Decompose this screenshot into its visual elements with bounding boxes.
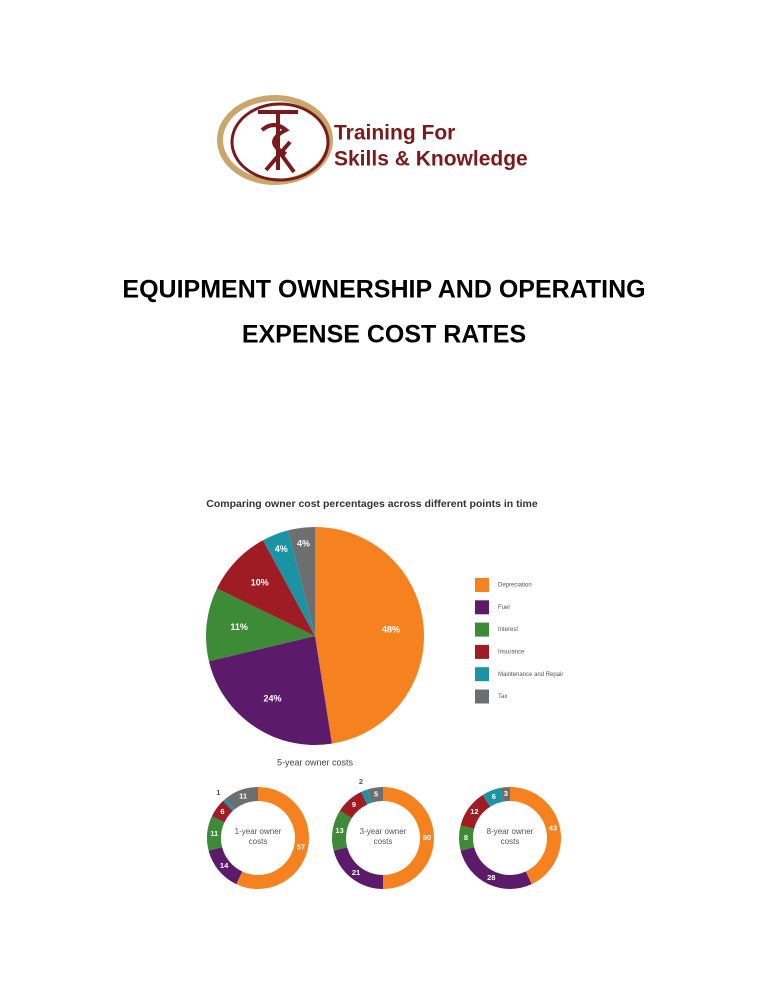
pie-slice (205, 588, 315, 662)
data-label: 4% (275, 544, 288, 554)
legend-label: Fuel (498, 605, 510, 611)
data-label: 57 (297, 843, 305, 852)
center-label: 1-year owner costs (234, 827, 282, 846)
center-label-box: 8-year owner costs (486, 827, 534, 846)
data-label: 11% (230, 622, 248, 632)
legend-label: Depreciation (498, 583, 532, 589)
data-label: 13 (335, 826, 343, 835)
data-label: 43 (549, 823, 557, 832)
data-label: 12 (470, 807, 478, 816)
pie-slice (315, 527, 425, 744)
donut-slice (332, 810, 352, 851)
donut-slice (339, 791, 368, 819)
donut-slice (361, 789, 372, 805)
data-label: 24% (263, 694, 281, 704)
donut-slice (482, 787, 504, 807)
chart-title: Comparing owner cost percentages across … (206, 498, 538, 510)
chart-caption: 5-year owner costs (277, 757, 354, 767)
legend-swatch (475, 622, 489, 637)
legend-swatch (475, 600, 489, 615)
donut-slice (500, 787, 510, 802)
legend-label: Insurance (498, 649, 525, 655)
legend-swatch (475, 667, 489, 682)
data-label: 8 (464, 833, 468, 842)
center-label-box: 3-year owner costs (359, 827, 407, 846)
data-label: 9 (352, 800, 356, 809)
donut-slice (236, 787, 309, 889)
data-label: 14 (220, 861, 229, 870)
legend-swatch (475, 644, 489, 659)
donut-slice (211, 800, 233, 823)
data-label: 1 (216, 788, 220, 797)
page-title: EQUIPMENT OWNERSHIP AND OPERATING (122, 276, 645, 304)
donut-slice (367, 787, 383, 803)
donut-slice (225, 787, 258, 810)
logo-text: Training For (334, 122, 455, 145)
data-label: 2 (359, 777, 363, 786)
donut-slice (383, 787, 434, 889)
donut-slice (460, 847, 532, 890)
legend-label: Interest (498, 627, 518, 633)
legend-label: Tax (498, 694, 507, 700)
data-label: 5 (374, 790, 378, 799)
center-label: 3-year owner costs (359, 827, 407, 846)
data-label: 3 (504, 789, 508, 798)
legend-label: Maintenance and Repair (498, 672, 563, 678)
data-label: 48% (382, 624, 400, 634)
logo-text: Skills & Knowledge (334, 148, 528, 171)
logo-ring (217, 95, 333, 185)
data-label: 50 (423, 833, 431, 842)
center-label: 8-year owner costs (486, 827, 534, 846)
data-label: 6 (220, 807, 224, 816)
legend-swatch (475, 578, 489, 592)
donut-slice (333, 847, 383, 889)
donut-slice (460, 794, 491, 829)
legend-swatch (475, 689, 489, 704)
donut-slice (207, 816, 225, 851)
data-label: 4% (297, 538, 310, 548)
logo-monogram (258, 110, 298, 174)
data-label: 11 (239, 792, 247, 801)
data-label: 11 (210, 829, 218, 838)
logo-ring (230, 102, 330, 182)
pie-slice (288, 527, 315, 636)
data-label: 28 (487, 873, 495, 882)
pie-slice (208, 636, 332, 746)
donut-slice (208, 847, 243, 885)
pie-slice (262, 530, 315, 636)
logo: Training For Skills & Knowledge (217, 95, 528, 185)
donut-slice (223, 798, 235, 812)
page-title: EXPENSE COST RATES (242, 321, 526, 349)
center-label-box: 1-year owner costs (234, 827, 282, 846)
pie-slice (216, 540, 315, 636)
data-label: 6 (492, 792, 496, 801)
donut-slice (510, 787, 562, 885)
data-label: 10% (251, 578, 269, 588)
donut-slice (459, 825, 475, 851)
data-label: 21 (352, 868, 360, 877)
